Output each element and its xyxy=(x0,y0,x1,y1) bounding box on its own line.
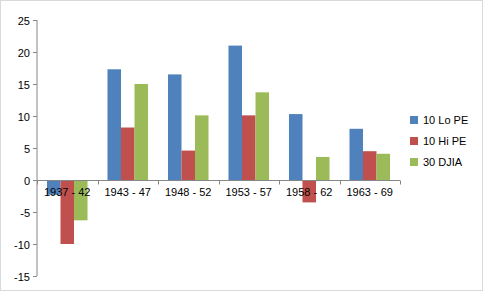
x-axis xyxy=(37,180,400,181)
chart-frame xyxy=(1,1,483,291)
legend-label: 30 DJIA xyxy=(423,156,463,168)
y-tick xyxy=(33,20,37,21)
x-tick xyxy=(340,181,341,185)
category-label: 1937 - 42 xyxy=(44,186,90,198)
bar xyxy=(363,151,377,180)
bar xyxy=(242,115,256,180)
bar xyxy=(377,154,391,180)
x-tick xyxy=(158,181,159,185)
y-tick-label: 5 xyxy=(24,143,30,155)
y-tick xyxy=(33,52,37,53)
y-tick xyxy=(33,84,37,85)
y-tick-label: -10 xyxy=(14,239,30,251)
x-tick xyxy=(279,181,280,185)
bar xyxy=(289,114,303,180)
legend-swatch xyxy=(410,137,418,145)
legend-label: 10 Lo PE xyxy=(423,114,468,126)
bar xyxy=(228,46,242,180)
legend-label: 10 Hi PE xyxy=(423,135,466,147)
y-tick xyxy=(33,244,37,245)
y-tick-label: -15 xyxy=(14,271,30,283)
y-tick xyxy=(33,276,37,277)
x-tick xyxy=(37,181,38,185)
y-tick-label: 25 xyxy=(18,15,30,27)
x-tick xyxy=(219,181,220,185)
y-tick xyxy=(33,180,37,181)
category-label: 1958 - 62 xyxy=(286,186,332,198)
chart-container: -15 -10 -5 0 5 10 15 20 25 1937 - 42 1943 - 47 1948… xyxy=(0,0,483,291)
bars xyxy=(47,46,390,244)
bar xyxy=(168,74,182,180)
y-tick-label: 0 xyxy=(24,175,30,187)
category-label: 1943 - 47 xyxy=(105,186,151,198)
y-tick xyxy=(33,212,37,213)
x-tick xyxy=(400,181,401,185)
category-label: 1948 - 52 xyxy=(165,186,211,198)
category-label: 1963 - 69 xyxy=(347,186,393,198)
y-tick-label: 15 xyxy=(18,79,30,91)
x-tick xyxy=(98,181,99,185)
y-tick xyxy=(33,148,37,149)
bar xyxy=(121,128,135,180)
y-tick-label: 10 xyxy=(18,111,30,123)
bar xyxy=(349,129,363,180)
y-tick-label: 20 xyxy=(18,47,30,59)
bar xyxy=(135,84,149,180)
bar xyxy=(181,151,195,180)
bar xyxy=(107,69,121,180)
bar xyxy=(316,157,330,180)
legend-swatch xyxy=(410,116,418,124)
legend-swatch xyxy=(410,158,418,166)
category-label: 1953 - 57 xyxy=(226,186,272,198)
bar xyxy=(256,92,270,180)
y-tick xyxy=(33,116,37,117)
y-tick-label: -5 xyxy=(20,207,30,219)
chart-svg: -15 -10 -5 0 5 10 15 20 25 1937 - 42 1943 - 47 1948… xyxy=(0,0,483,291)
bar xyxy=(195,115,209,180)
